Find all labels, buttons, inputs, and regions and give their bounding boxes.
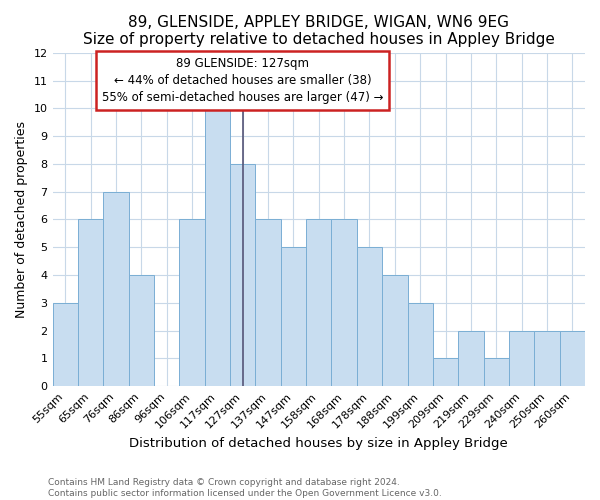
Bar [53,303,78,386]
Text: Contains HM Land Registry data © Crown copyright and database right 2024.
Contai: Contains HM Land Registry data © Crown c… [48,478,442,498]
X-axis label: Distribution of detached houses by size in Appley Bridge: Distribution of detached houses by size … [130,437,508,450]
Bar [407,303,433,386]
Bar [306,220,331,386]
Bar [484,358,509,386]
Bar [534,330,560,386]
Bar [433,358,458,386]
Bar [205,108,230,386]
Bar [256,220,281,386]
Bar [230,164,256,386]
Bar [281,248,306,386]
Bar [458,330,484,386]
Bar [128,275,154,386]
Bar [382,275,407,386]
Text: 89 GLENSIDE: 127sqm
← 44% of detached houses are smaller (38)
55% of semi-detach: 89 GLENSIDE: 127sqm ← 44% of detached ho… [102,57,383,104]
Bar [103,192,128,386]
Bar [357,248,382,386]
Bar [509,330,534,386]
Title: 89, GLENSIDE, APPLEY BRIDGE, WIGAN, WN6 9EG
Size of property relative to detache: 89, GLENSIDE, APPLEY BRIDGE, WIGAN, WN6 … [83,15,555,48]
Bar [560,330,585,386]
Bar [179,220,205,386]
Bar [78,220,103,386]
Y-axis label: Number of detached properties: Number of detached properties [15,121,28,318]
Bar [331,220,357,386]
